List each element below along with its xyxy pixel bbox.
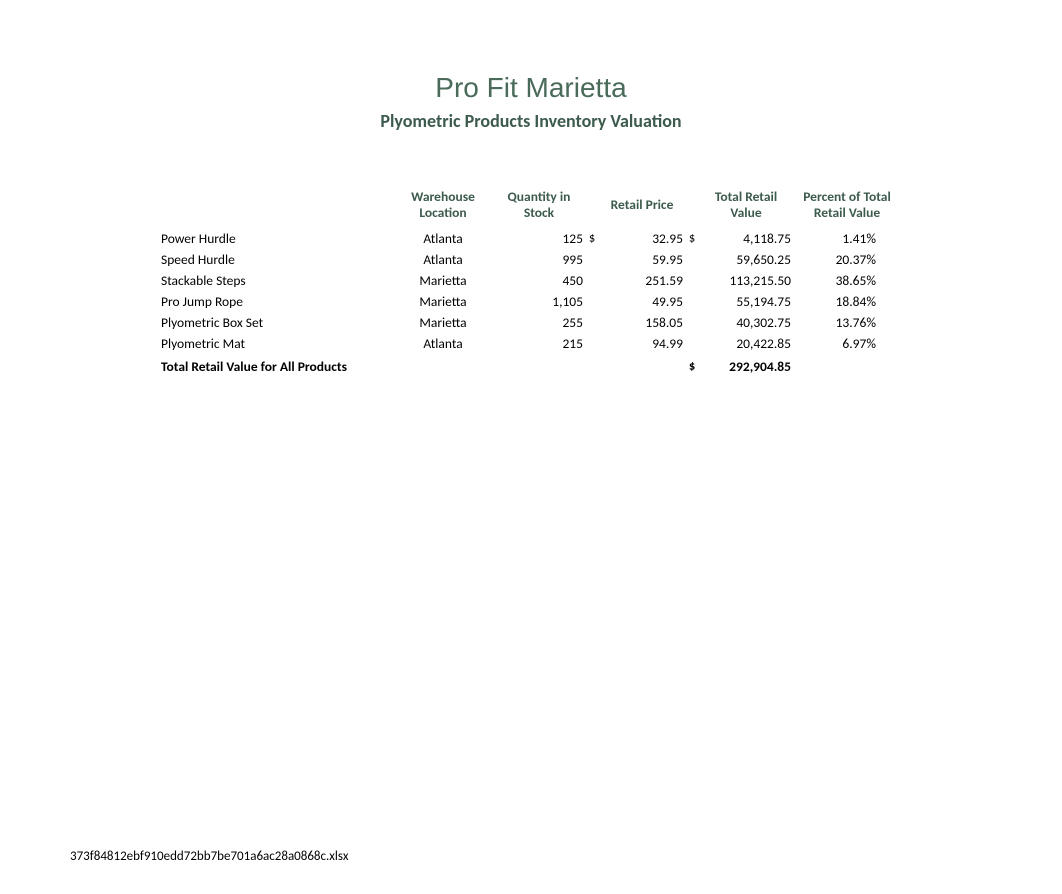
cell-warehouse: Marietta	[393, 312, 493, 333]
cell-product: Stackable Steps	[161, 270, 393, 291]
table-header-row: Warehouse Location Quantity in Stock Ret…	[161, 187, 901, 228]
cell-total: 59,650.25	[699, 249, 793, 270]
cell-percent: 13.76%	[793, 312, 901, 333]
cell-product: Power Hurdle	[161, 228, 393, 249]
cell-price: 94.99	[599, 333, 685, 354]
cell-total: 55,194.75	[699, 291, 793, 312]
cell-price: 49.95	[599, 291, 685, 312]
cell-total: 113,215.50	[699, 270, 793, 291]
cell-quantity: 450	[493, 270, 585, 291]
page: Pro Fit Marietta Plyometric Products Inv…	[0, 72, 1062, 894]
cell-percent: 38.65%	[793, 270, 901, 291]
cell-price-sym	[585, 291, 599, 312]
table-row: Pro Jump Rope Marietta 1,105 49.95 55,19…	[161, 291, 901, 312]
cell-total-sym	[685, 249, 699, 270]
table-total-row: Total Retail Value for All Products $ 29…	[161, 354, 901, 377]
cell-total-sym	[685, 312, 699, 333]
total-sym: $	[685, 354, 699, 377]
cell-price-sym	[585, 333, 599, 354]
cell-total-sym	[685, 333, 699, 354]
table-row: Power Hurdle Atlanta 125 $ 32.95 $ 4,118…	[161, 228, 901, 249]
page-subtitle: Plyometric Products Inventory Valuation	[0, 110, 1062, 132]
inventory-table-wrap: Warehouse Location Quantity in Stock Ret…	[161, 187, 901, 377]
cell-price: 59.95	[599, 249, 685, 270]
inventory-table: Warehouse Location Quantity in Stock Ret…	[161, 187, 901, 377]
total-label: Total Retail Value for All Products	[161, 354, 685, 377]
cell-price: 251.59	[599, 270, 685, 291]
total-value: 292,904.85	[699, 354, 793, 377]
cell-total: 40,302.75	[699, 312, 793, 333]
cell-percent: 18.84%	[793, 291, 901, 312]
col-header-spacer1	[585, 187, 599, 228]
cell-price-sym	[585, 249, 599, 270]
cell-warehouse: Marietta	[393, 270, 493, 291]
cell-warehouse: Atlanta	[393, 249, 493, 270]
cell-quantity: 125	[493, 228, 585, 249]
cell-product: Plyometric Box Set	[161, 312, 393, 333]
table-body: Power Hurdle Atlanta 125 $ 32.95 $ 4,118…	[161, 228, 901, 377]
cell-price-sym: $	[585, 228, 599, 249]
cell-price: 32.95	[599, 228, 685, 249]
col-header-quantity: Quantity in Stock	[493, 187, 585, 228]
cell-percent: 1.41%	[793, 228, 901, 249]
cell-total-sym: $	[685, 228, 699, 249]
cell-quantity: 215	[493, 333, 585, 354]
col-header-price: Retail Price	[599, 187, 685, 228]
page-title: Pro Fit Marietta	[0, 72, 1062, 104]
cell-warehouse: Atlanta	[393, 228, 493, 249]
cell-price: 158.05	[599, 312, 685, 333]
cell-total-sym	[685, 291, 699, 312]
cell-total: 20,422.85	[699, 333, 793, 354]
col-header-warehouse: Warehouse Location	[393, 187, 493, 228]
footer-filename: 373f84812ebf910edd72bb7be701a6ac28a0868c…	[70, 849, 349, 864]
table-row: Speed Hurdle Atlanta 995 59.95 59,650.25…	[161, 249, 901, 270]
col-header-product	[161, 187, 393, 228]
cell-price-sym	[585, 312, 599, 333]
cell-percent: 20.37%	[793, 249, 901, 270]
table-row: Plyometric Box Set Marietta 255 158.05 4…	[161, 312, 901, 333]
cell-quantity: 1,105	[493, 291, 585, 312]
cell-product: Pro Jump Rope	[161, 291, 393, 312]
table-row: Stackable Steps Marietta 450 251.59 113,…	[161, 270, 901, 291]
cell-quantity: 995	[493, 249, 585, 270]
cell-product: Plyometric Mat	[161, 333, 393, 354]
cell-price-sym	[585, 270, 599, 291]
col-header-spacer2	[685, 187, 699, 228]
cell-percent: 6.97%	[793, 333, 901, 354]
cell-warehouse: Marietta	[393, 291, 493, 312]
cell-total-sym	[685, 270, 699, 291]
table-row: Plyometric Mat Atlanta 215 94.99 20,422.…	[161, 333, 901, 354]
col-header-total: Total Retail Value	[699, 187, 793, 228]
cell-product: Speed Hurdle	[161, 249, 393, 270]
cell-quantity: 255	[493, 312, 585, 333]
cell-warehouse: Atlanta	[393, 333, 493, 354]
total-empty	[793, 354, 901, 377]
col-header-percent: Percent of Total Retail Value	[793, 187, 901, 228]
cell-total: 4,118.75	[699, 228, 793, 249]
